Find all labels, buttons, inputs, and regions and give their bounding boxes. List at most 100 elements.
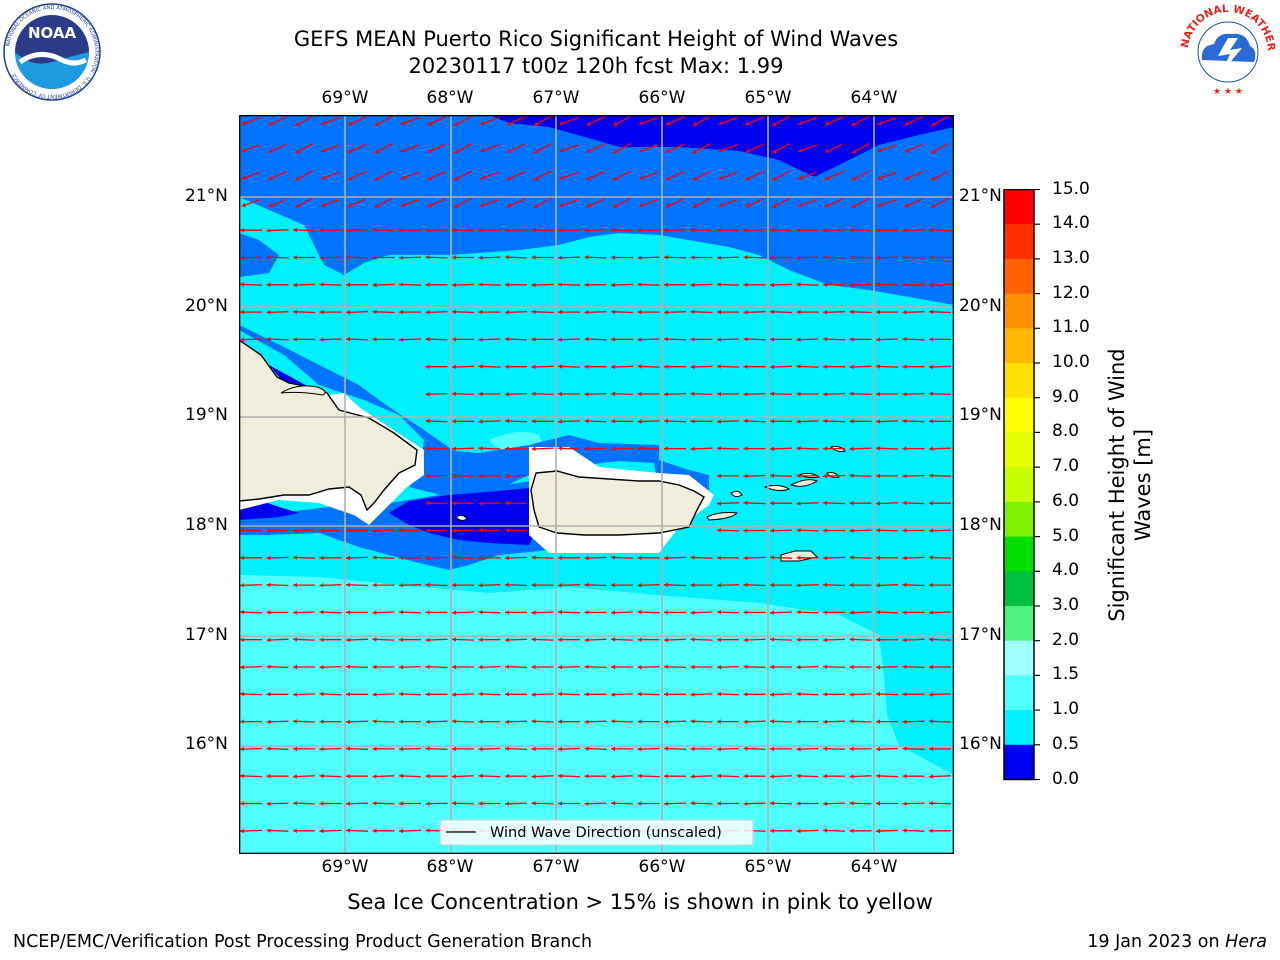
wave-direction-arrow: [663, 637, 687, 643]
wave-direction-arrow: [692, 197, 711, 209]
wave-direction-arrow: [399, 637, 421, 642]
wave-direction-arrow: [557, 691, 581, 697]
wave-direction-arrow: [637, 255, 660, 260]
wave-direction-arrow: [902, 528, 925, 533]
wave-direction-arrow: [876, 719, 898, 724]
wave-direction-arrow: [506, 143, 526, 153]
wave-direction-arrow: [902, 610, 925, 615]
wave-direction-arrow: [875, 746, 899, 752]
wave-direction-arrow: [586, 116, 605, 126]
land-puerto-rico: [530, 470, 705, 536]
wave-direction-arrow: [372, 337, 395, 342]
wave-direction-arrow: [478, 364, 501, 369]
wave-direction-arrow: [425, 610, 448, 615]
wave-direction-arrow: [743, 337, 766, 342]
wave-direction-arrow: [531, 255, 554, 260]
contour-0-0.5-north: [489, 115, 954, 177]
wave-direction-arrow: [533, 115, 552, 127]
wave-direction-arrow: [425, 310, 448, 315]
colorbar-segment: [1004, 224, 1034, 260]
wave-direction-arrow: [743, 364, 766, 369]
wave-direction-arrow: [398, 528, 422, 533]
wave-direction-arrow: [637, 309, 660, 315]
wave-direction-arrow: [796, 828, 819, 834]
wave-direction-arrow: [425, 418, 448, 424]
wave-direction-arrow: [875, 773, 899, 779]
wave-direction-arrow: [743, 555, 766, 561]
wave-direction-arrow: [504, 500, 528, 506]
wave-direction-arrow: [690, 364, 713, 370]
wave-direction-arrow: [558, 391, 580, 397]
wave-direction-arrow: [930, 115, 950, 127]
colorbar-segment: [1004, 467, 1034, 503]
colorbar-tick-label: 14.0: [1052, 213, 1090, 234]
map-title: GEFS MEAN Puerto Rico Significant Height…: [293, 27, 899, 51]
wave-direction-arrow: [690, 255, 713, 260]
wave-direction-arrow: [478, 610, 501, 615]
wave-direction-arrow: [716, 282, 740, 287]
wave-direction-arrow: [822, 582, 846, 588]
wave-direction-arrow: [769, 555, 793, 560]
wave-direction-arrow: [770, 255, 792, 260]
lat-label-left: 16°N: [185, 734, 228, 754]
wave-direction-arrow: [427, 143, 446, 153]
colorbar-segment: [1004, 293, 1034, 329]
wave-direction-arrow: [531, 746, 554, 752]
wave-direction-arrow: [478, 528, 501, 533]
wave-direction-arrow: [822, 555, 846, 561]
wave-direction-arrow: [266, 637, 289, 643]
wave-direction-arrow: [637, 665, 660, 670]
wave-direction-arrow: [504, 392, 528, 397]
wave-direction-arrow: [611, 664, 633, 670]
wave-direction-arrow: [796, 446, 819, 451]
wave-direction-arrow: [876, 309, 898, 315]
wave-direction-arrow: [425, 364, 448, 369]
wave-direction-arrow: [559, 144, 579, 153]
wave-direction-arrow: [849, 473, 872, 478]
wave-direction-arrow: [399, 228, 421, 233]
wave-direction-arrow: [875, 528, 899, 533]
wave-direction-arrow: [557, 337, 581, 342]
wave-direction-arrow: [930, 143, 950, 154]
wave-direction-arrow: [504, 582, 528, 588]
wave-direction-arrow: [451, 282, 475, 288]
wave-direction-arrow: [716, 501, 740, 506]
wave-direction-arrow: [533, 143, 552, 154]
wave-direction-arrow: [716, 337, 740, 342]
wave-direction-arrow: [452, 419, 474, 424]
wave-direction-arrow: [875, 364, 899, 369]
wave-direction-arrow: [929, 746, 951, 752]
wave-direction-arrow: [902, 692, 925, 697]
wave-direction-arrow: [718, 144, 738, 153]
wave-direction-arrow: [716, 665, 740, 670]
wave-direction-arrow: [822, 418, 846, 424]
wave-direction-arrow: [345, 637, 369, 643]
lon-label-top: 64°W: [850, 88, 898, 108]
lon-label-bottom: 68°W: [426, 857, 474, 877]
wave-direction-arrow: [612, 115, 632, 127]
wave-direction-arrow: [849, 446, 872, 451]
wave-direction-arrow: [743, 418, 766, 424]
colorbar-segment: [1004, 605, 1034, 642]
wave-direction-arrow: [743, 582, 766, 588]
wave-direction-arrow: [557, 255, 581, 260]
wave-direction-arrow: [770, 664, 792, 670]
wave-direction-arrow: [664, 774, 686, 779]
wave-direction-arrow: [796, 419, 819, 424]
wave-direction-arrow: [928, 774, 952, 779]
wave-direction-arrow: [902, 746, 925, 751]
wave-direction-arrow: [504, 255, 528, 260]
wave-direction-arrow: [929, 419, 951, 424]
wave-direction-arrow: [586, 143, 605, 153]
wave-direction-arrow: [822, 637, 846, 643]
wave-direction-arrow: [849, 692, 872, 697]
wave-direction-arrow: [796, 637, 819, 642]
wave-direction-arrow: [372, 255, 395, 260]
wave-direction-arrow: [610, 610, 634, 615]
wave-direction-arrow: [292, 801, 316, 806]
colorbar-segment: [1004, 258, 1034, 295]
wave-direction-arrow: [690, 664, 713, 670]
wave-direction-arrow: [533, 197, 552, 209]
wave-direction-arrow: [504, 418, 528, 424]
wave-direction-arrow: [319, 828, 342, 834]
